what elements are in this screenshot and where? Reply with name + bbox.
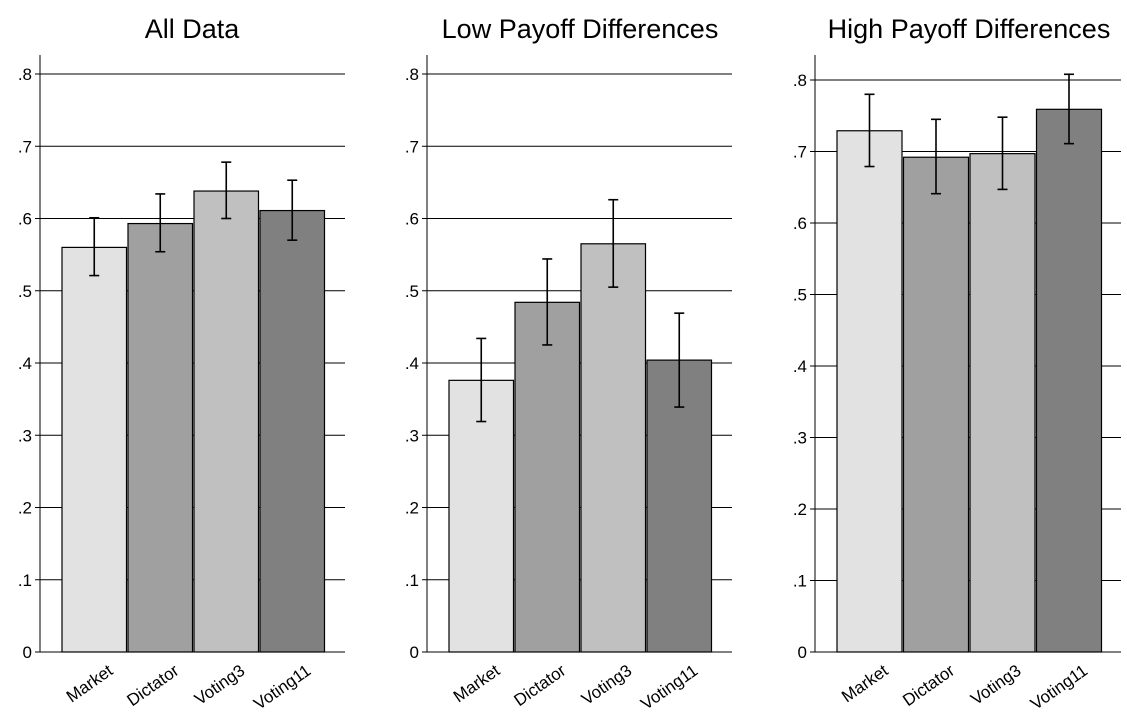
y-tick-label: .8 [18,65,32,84]
y-tick-label: .1 [18,571,32,590]
chart-panel-high-payoff: High Payoff Differences 0 .1 .2 .3 .4 .5 .6 .7.… [793,14,1121,714]
y-tick-label: .7 [18,137,32,156]
panel-title: High Payoff Differences [828,14,1111,44]
bar-voting3 [193,190,260,653]
category-label: Voting11 [1027,661,1091,714]
y-tick-label: 0 [798,643,807,662]
category-label: Dictator [123,661,182,710]
y-tick-label: .7 [793,143,807,162]
y-tick-label: .3 [405,426,419,445]
y-tick-label: .3 [793,429,807,448]
y-tick-label: .1 [405,571,419,590]
y-tick-label: .8 [405,65,419,84]
y-tick-label: .5 [405,282,419,301]
bar-dictator [514,301,581,653]
y-tick-label: .2 [18,499,32,518]
y-tick-label: 0 [23,643,32,662]
category-label: Voting11 [250,661,314,714]
bar-voting11 [646,359,713,653]
chart-panel-all-data: All Data 0 .1 .2 .3 .4 .5 .6 .7 .8 Market Dictator… [18,14,345,714]
category-label: Voting11 [637,661,701,714]
category-label: Market [450,661,504,707]
y-tick-label: .7 [405,137,419,156]
bar-voting11 [259,209,326,653]
y-tick-label: .6 [793,214,807,233]
y-tick-label: .5 [18,282,32,301]
y-tick-label: .2 [405,499,419,518]
category-label: Market [838,661,892,707]
bar-voting11 [1035,108,1103,653]
y-tick-label: .4 [793,357,807,376]
panel-title: All Data [145,14,241,44]
y-tick-label: .4 [405,354,419,373]
bar-market [61,246,128,653]
bar-dictator [902,156,970,653]
category-label: Dictator [510,661,569,710]
y-tick-label: 0 [410,643,419,662]
y-tick-label: .1 [793,572,807,591]
panel-title: Low Payoff Differences [442,14,719,44]
bar-dictator [127,222,194,653]
y-tick-label: .2 [793,500,807,519]
category-label: Market [63,661,117,707]
bar-voting3 [580,243,647,653]
y-tick-label: .6 [405,210,419,229]
bar-market [448,379,515,653]
y-tick-label: .3 [18,426,32,445]
bar-market [836,130,903,653]
category-label: Voting3 [191,661,248,709]
y-tick-label: .8 [793,71,807,90]
category-label: Dictator [899,661,958,710]
bar-voting3 [969,153,1036,653]
category-label: Voting3 [578,661,635,709]
chart-panel-low-payoff: Low Payoff Differences 0 .1 .2 .3 .4 .5 .6 .7 .8… [405,14,732,714]
y-tick-label: .5 [793,286,807,305]
y-tick-label: .4 [18,354,32,373]
category-label: Voting3 [967,661,1024,709]
y-tick-label: .6 [18,210,32,229]
